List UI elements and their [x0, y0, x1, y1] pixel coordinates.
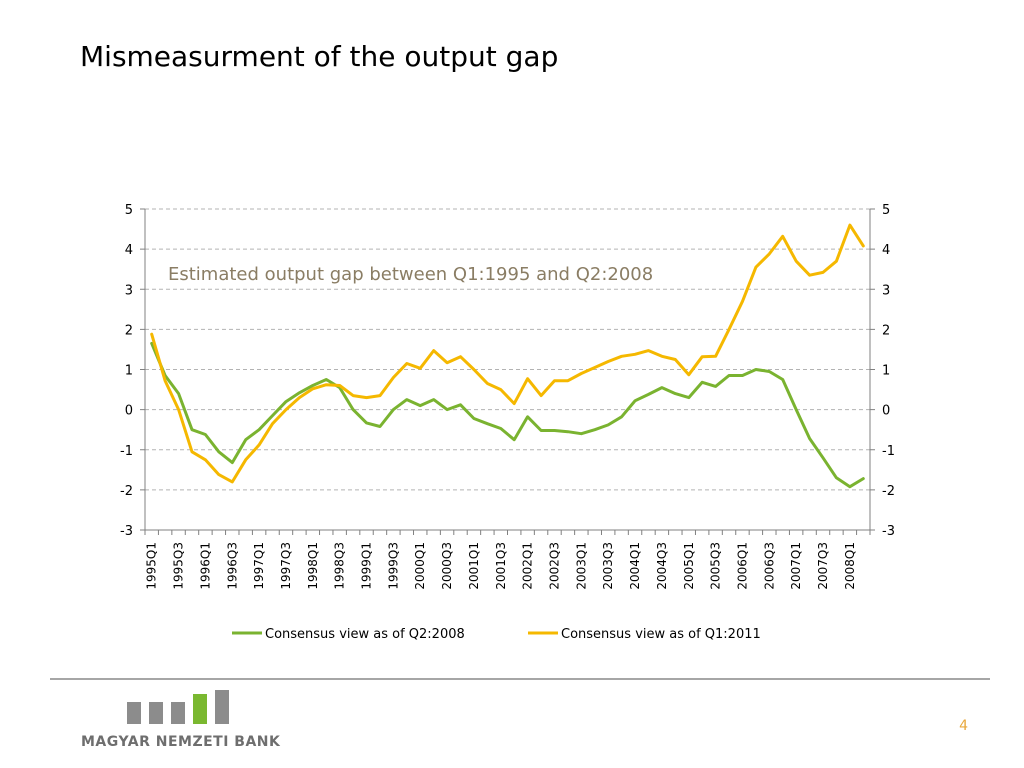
x-tick-label: 2007Q1: [789, 542, 803, 590]
y-tick-label-right: -3: [882, 524, 895, 539]
y-tick-label-left: 3: [125, 283, 133, 298]
y-tick-label-left: 2: [125, 323, 133, 338]
logo-bar: [127, 702, 141, 724]
x-tick-label: 2003Q1: [574, 542, 588, 590]
x-tick-label: 1999Q3: [386, 542, 400, 590]
y-tick-label-left: 1: [125, 364, 133, 379]
x-tick-label: 1995Q1: [145, 542, 159, 590]
y-tick-label-right: 3: [882, 283, 890, 298]
logo-bar: [149, 702, 163, 724]
logo-bars-icon: [127, 690, 229, 724]
footer-divider: [50, 678, 990, 680]
page-number: 4: [959, 718, 968, 734]
x-tick-label: 2006Q1: [735, 542, 749, 590]
y-tick-label-left: 5: [125, 203, 133, 218]
x-tick-label: 2003Q3: [601, 542, 615, 590]
y-tick-label-left: -1: [120, 444, 133, 459]
x-tick-label: 2007Q3: [816, 542, 830, 590]
series-line-2: [150, 223, 865, 484]
x-tick-label: 1996Q3: [225, 542, 239, 590]
x-tick-label: 2002Q1: [521, 542, 535, 590]
x-tick-label: 2008Q1: [843, 542, 857, 590]
x-tick-label: 1997Q3: [279, 542, 293, 590]
series-line-1: [150, 341, 865, 489]
y-tick-label-left: 4: [125, 243, 133, 258]
y-tick-label-right: 0: [882, 404, 890, 419]
y-tick-label-right: 5: [882, 203, 890, 218]
x-tick-label: 1995Q3: [172, 542, 186, 590]
x-tick-label: 2001Q1: [467, 542, 481, 590]
x-tick-label: 1999Q1: [360, 542, 374, 590]
y-tick-label-left: -3: [120, 524, 133, 539]
x-tick-label: 1998Q1: [306, 542, 320, 590]
logo-bar: [193, 694, 207, 724]
y-tick-label-right: -1: [882, 444, 895, 459]
chart-annotation: Estimated output gap between Q1:1995 and…: [168, 264, 653, 285]
x-tick-label: 2000Q3: [440, 542, 454, 590]
x-tick-label: 2001Q3: [494, 542, 508, 590]
x-tick-label: 2004Q3: [655, 542, 669, 590]
logo-text: MAGYAR NEMZETI BANK: [81, 734, 281, 750]
slide-title: Mismeasurment of the output gap: [80, 40, 559, 73]
output-gap-chart: 5 5 4 4 3 3 2 2 1 1 0 0 -1 -1 -2 -2 -3 -3 1995Q1 1995Q3 1996…: [120, 203, 895, 642]
x-tick-label: 1998Q3: [333, 542, 347, 590]
legend-label-2: Consensus view as of Q1:2011: [561, 627, 761, 642]
x-tick-label: 2000Q1: [413, 542, 427, 590]
y-tick-label-right: 4: [882, 243, 890, 258]
y-tick-label-left: 0: [125, 404, 133, 419]
logo-bar: [171, 702, 185, 724]
y-tick-label-left: -2: [120, 484, 133, 499]
x-tick-label: 1997Q1: [252, 542, 266, 590]
x-tick-label: 2005Q1: [682, 542, 696, 590]
mnb-logo: MAGYAR NEMZETI BANK: [75, 684, 290, 756]
x-tick-label: 2005Q3: [709, 542, 723, 590]
x-tick-label: 1996Q1: [198, 542, 212, 590]
legend-label-1: Consensus view as of Q2:2008: [265, 627, 465, 642]
y-tick-label-right: 2: [882, 323, 890, 338]
x-tick-label: 2004Q1: [628, 542, 642, 590]
logo-bar: [215, 690, 229, 724]
x-tick-label: 2006Q3: [762, 542, 776, 590]
y-tick-label-right: -2: [882, 484, 895, 499]
x-tick-label: 2002Q3: [547, 542, 561, 590]
y-tick-label-right: 1: [882, 364, 890, 379]
